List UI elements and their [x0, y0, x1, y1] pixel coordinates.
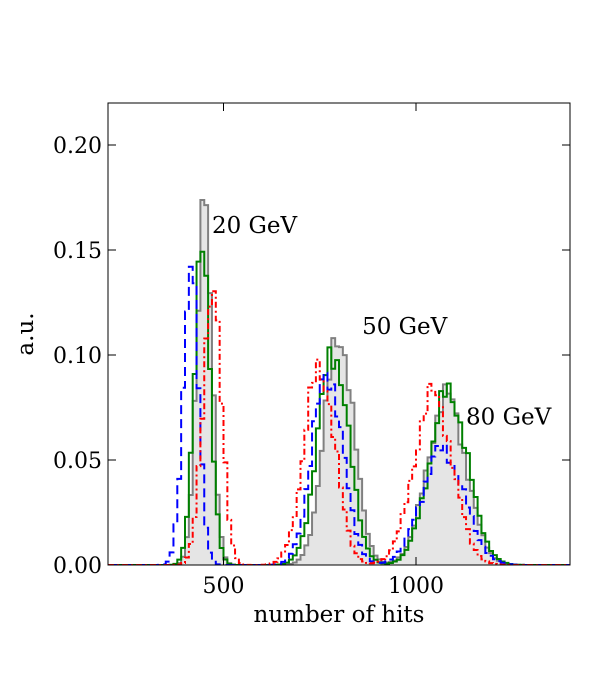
label-layer: 0.00 0.05 0.10 0.15 0.20 500 1000 number of hit… — [13, 134, 552, 628]
series-layer — [108, 198, 570, 565]
axes-layer — [107, 102, 571, 566]
y-tick-label-4: 0.20 — [53, 134, 102, 159]
series-line-green — [108, 250, 570, 565]
y-tick-label-1: 0.05 — [53, 449, 102, 474]
y-tick-label-0: 0.00 — [53, 554, 102, 579]
plot-frame — [107, 102, 571, 566]
series-line-red — [108, 290, 570, 565]
y-tick-label-2: 0.10 — [53, 344, 102, 369]
x-tick-label-0: 500 — [203, 574, 245, 599]
y-tick-label-3: 0.15 — [53, 239, 102, 264]
x-tick-label-1: 1000 — [388, 574, 444, 599]
annotation-1: 50 GeV — [362, 314, 448, 340]
y-axis-title: a.u. — [13, 312, 39, 355]
x-axis-title: number of hits — [254, 602, 425, 628]
annotation-0: 20 GeV — [212, 213, 298, 239]
annotation-2: 80 GeV — [466, 404, 552, 430]
series-line-blue — [108, 265, 570, 565]
